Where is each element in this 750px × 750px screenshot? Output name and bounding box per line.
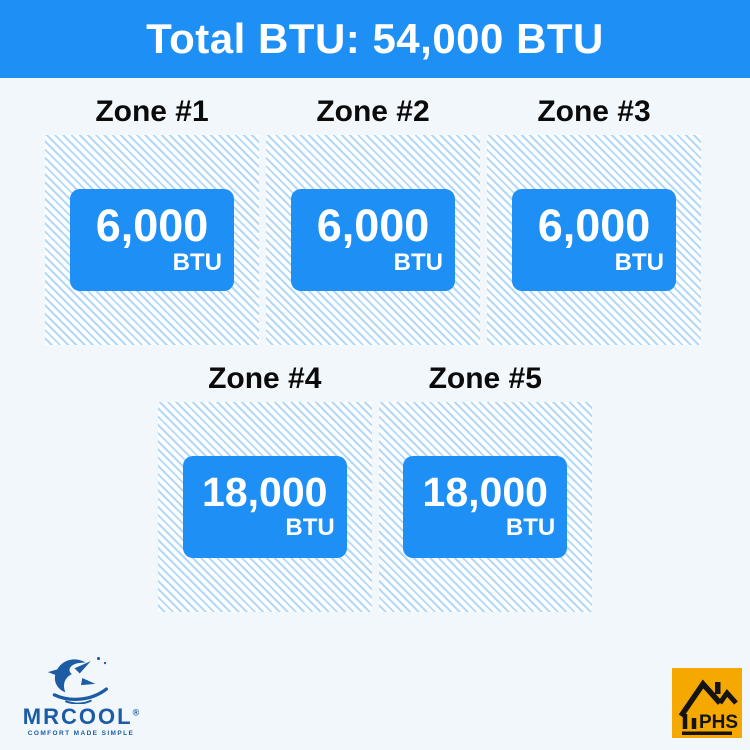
phs-house-roof-icon: PHS	[672, 668, 742, 738]
zone-2-btu-card: 6,000 BTU	[291, 189, 455, 291]
zone-3-area: 6,000 BTU	[487, 135, 701, 345]
zone-4-area: 18,000 BTU	[158, 402, 372, 612]
zone-1-btu-value: 6,000	[95, 200, 209, 252]
zone-3-title: Zone #3	[537, 95, 651, 128]
zone-1-title: Zone #1	[95, 95, 209, 128]
total-btu-title: Total BTU: 54,000 BTU	[146, 15, 604, 62]
mrcool-penguin-icon	[47, 656, 108, 704]
zone-1-btu-card: 6,000 BTU	[70, 189, 234, 291]
zone-2-btu-unit: BTU	[393, 249, 443, 277]
header-bar: Total BTU: 54,000 BTU	[0, 0, 750, 78]
zone-1-area: 6,000 BTU	[45, 135, 259, 345]
zone-4-btu-unit: BTU	[285, 514, 335, 542]
zone-3-btu-value: 6,000	[537, 200, 651, 252]
zone-4-btu-card: 18,000 BTU	[182, 456, 347, 558]
mrcool-tagline: COMFORT MADE SIMPLE	[27, 730, 135, 737]
mrcool-logo: MRCOOL® COMFORT MADE SIMPLE	[22, 652, 140, 737]
zone-5-title: Zone #5	[428, 362, 542, 395]
phs-wordmark: PHS	[699, 712, 738, 733]
zone-row-2: Zone #4 18,000 BTU Zone #5 18,000 BTU	[158, 362, 592, 612]
zone-row-1: Zone #1 6,000 BTU Zone #2 6,000 BTU Zone…	[45, 95, 701, 345]
zone-2-btu-value: 6,000	[316, 200, 430, 252]
zone-3-btu-card: 6,000 BTU	[512, 189, 676, 291]
zone-5-btu-unit: BTU	[505, 514, 556, 542]
zone-5-btu-value: 18,000	[422, 469, 548, 516]
zone-3: Zone #3 6,000 BTU	[487, 95, 701, 345]
registered-mark: ®	[132, 707, 140, 718]
zone-2: Zone #2 6,000 BTU	[266, 95, 480, 345]
zone-5-btu-card: 18,000 BTU	[403, 456, 568, 558]
zone-5-area: 18,000 BTU	[378, 402, 592, 612]
zone-2-area: 6,000 BTU	[266, 135, 480, 345]
zone-1-btu-unit: BTU	[172, 249, 222, 277]
phs-logo: PHS	[672, 668, 742, 738]
zone-1: Zone #1 6,000 BTU	[45, 95, 259, 345]
zone-4-title: Zone #4	[208, 362, 322, 395]
zone-4-btu-value: 18,000	[202, 469, 328, 516]
mrcool-name: MRCOOL	[22, 704, 133, 729]
zone-3-btu-unit: BTU	[614, 249, 664, 277]
mrcool-wordmark: MRCOOL®	[23, 706, 139, 728]
zone-2-title: Zone #2	[316, 95, 430, 128]
zone-4: Zone #4 18,000 BTU	[158, 362, 372, 612]
zone-5: Zone #5 18,000 BTU	[378, 362, 592, 612]
